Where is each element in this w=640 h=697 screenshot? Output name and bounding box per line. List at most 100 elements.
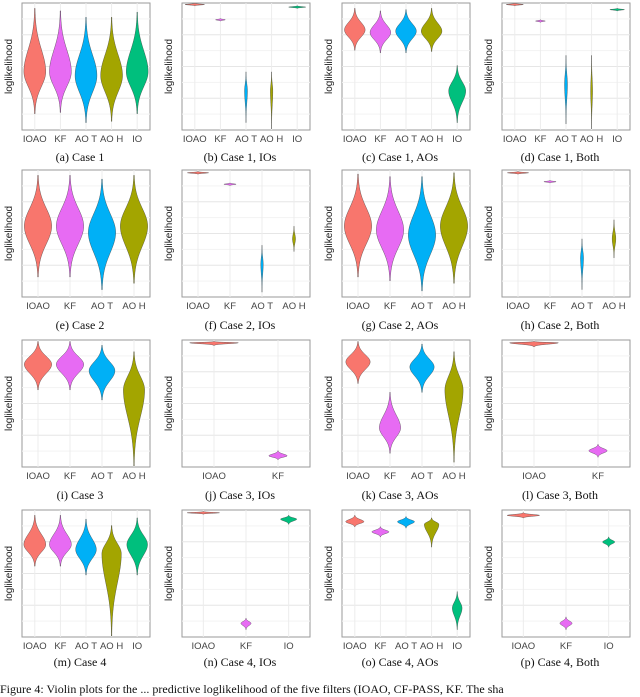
violin-kf	[56, 175, 84, 278]
y-axis-label: loglikelihood	[484, 376, 495, 431]
x-tick-label: IO	[292, 134, 302, 145]
x-tick-label: IO	[452, 134, 462, 145]
violin-chart: loglikelihood IOAO KF IO	[484, 509, 631, 652]
violin-io	[126, 517, 148, 576]
violin-chart: loglikelihood IOAO KF AO T AO H IO	[4, 509, 151, 652]
y-axis-label: loglikelihood	[484, 206, 495, 261]
violin-chart: loglikelihood IOAO KF AO T AO H	[4, 339, 151, 482]
violin-ao-h	[292, 225, 296, 252]
x-tick-label: AO H	[260, 134, 283, 145]
violin-io	[602, 536, 615, 548]
x-tick-label: AO T	[395, 641, 417, 652]
violin-panel: loglikelihood IOAO KF AO T AO H	[0, 169, 160, 340]
violin-chart: loglikelihood IOAO KF AO T AO H	[164, 169, 311, 312]
violin-kf	[369, 10, 391, 53]
x-tick-label: AO T	[555, 134, 577, 145]
x-tick-label: AO T	[75, 134, 97, 145]
x-tick-label: IOAO	[202, 471, 226, 482]
violin-kf	[268, 450, 288, 460]
y-axis-label: loglikelihood	[164, 39, 175, 94]
violin-io	[448, 65, 466, 123]
violin-panel: loglikelihood IOAO KF AO T AO H IO	[320, 509, 480, 680]
subfigure-caption: (e) Case 2	[55, 318, 105, 332]
violin-panel: loglikelihood IOAO KF IO	[480, 509, 640, 680]
violin-chart: loglikelihood IOAO KF AO T AO H IO	[484, 2, 631, 145]
x-tick-label: IOAO	[23, 641, 47, 652]
violin-ao-t	[397, 516, 415, 529]
x-tick-label: AO H	[442, 301, 465, 312]
y-axis-label: loglikelihood	[164, 206, 175, 261]
y-axis-label: loglikelihood	[164, 376, 175, 431]
x-tick-label: IO	[132, 641, 142, 652]
x-tick-label: KF	[592, 471, 604, 482]
violin-chart: loglikelihood IOAO KF AO T AO H IO	[164, 2, 311, 145]
subfigure-caption: (i) Case 3	[56, 488, 104, 502]
x-tick-label: AO H	[122, 301, 145, 312]
x-tick-label: IO	[132, 134, 142, 145]
subfigure-caption: (a) Case 1	[55, 150, 105, 164]
violin-ioao	[186, 511, 221, 515]
x-tick-label: AO H	[420, 134, 443, 145]
x-tick-label: KF	[384, 471, 396, 482]
violin-kf	[240, 618, 252, 630]
x-tick-label: AO H	[602, 301, 625, 312]
violin-panel: loglikelihood IOAO KF IO	[160, 509, 320, 680]
violin-kf	[49, 10, 72, 113]
violin-ao-t	[260, 245, 264, 293]
violin-kf	[56, 341, 84, 390]
x-tick-label: AO H	[580, 134, 603, 145]
subfigure-caption: (l) Case 3, Both	[522, 488, 598, 502]
x-tick-label: AO H	[100, 641, 123, 652]
violin-chart: loglikelihood IOAO KF	[164, 339, 311, 482]
violin-panel: loglikelihood IOAO KF AO T AO H	[320, 169, 480, 340]
subfigure-caption: (f) Case 2, IOs	[204, 318, 276, 332]
violin-ao-t	[408, 176, 436, 292]
x-tick-label: IOAO	[191, 641, 215, 652]
violin-ao-h	[444, 351, 464, 463]
violin-ao-t	[244, 71, 248, 123]
violin-kf	[559, 616, 573, 630]
x-tick-label: AO T	[411, 301, 433, 312]
x-tick-label: KF	[534, 134, 546, 145]
violin-io	[452, 591, 463, 630]
violin-ao-t	[88, 178, 116, 290]
subfigure-caption: (h) Case 2, Both	[520, 318, 600, 332]
violin-ioao	[344, 8, 366, 51]
violin-ioao	[505, 3, 524, 6]
violin-ao-h	[424, 517, 440, 548]
violin-panel: loglikelihood IOAO KF	[160, 339, 320, 510]
x-tick-label: IOAO	[186, 301, 210, 312]
violin-panel: loglikelihood IOAO KF	[480, 339, 640, 510]
subfigure-caption: (n) Case 4, IOs	[203, 655, 277, 669]
x-tick-label: KF	[54, 641, 66, 652]
x-tick-label: AO T	[91, 301, 113, 312]
y-axis-label: loglikelihood	[164, 546, 175, 601]
violin-ioao	[23, 515, 46, 567]
violin-ioao	[509, 341, 559, 347]
violin-ioao	[186, 171, 210, 175]
x-tick-label: IOAO	[26, 471, 50, 482]
violin-kf	[535, 19, 546, 23]
violin-panel: loglikelihood IOAO KF AO T AO H IO	[160, 2, 320, 173]
violin-ao-h	[101, 525, 122, 637]
violin-panel: loglikelihood IOAO KF AO T AO H IO	[0, 2, 160, 173]
x-tick-label: AO T	[75, 641, 97, 652]
violin-ioao	[506, 512, 540, 519]
violin-panel: loglikelihood IOAO KF AO T AO H	[160, 169, 320, 340]
y-axis-label: loglikelihood	[324, 39, 335, 94]
violin-ao-t	[74, 17, 98, 123]
x-tick-label: IOAO	[503, 134, 527, 145]
subfigure-caption: (g) Case 2, AOs	[361, 318, 439, 332]
violin-chart: loglikelihood IOAO KF	[484, 339, 631, 482]
x-tick-label: AO T	[571, 301, 593, 312]
y-axis-label: loglikelihood	[4, 376, 15, 431]
y-axis-label: loglikelihood	[484, 546, 495, 601]
violin-chart: loglikelihood IOAO KF AO T AO H	[324, 169, 471, 312]
x-tick-label: AO H	[420, 641, 443, 652]
x-tick-label: KF	[64, 471, 76, 482]
figure-caption: Figure 4: Violin plots for the ... predi…	[0, 682, 504, 696]
violin-kf	[215, 18, 226, 22]
x-tick-label: AO H	[442, 471, 465, 482]
violin-panel: loglikelihood IOAO KF AO T AO H	[480, 169, 640, 340]
violin-ao-t	[75, 518, 97, 576]
